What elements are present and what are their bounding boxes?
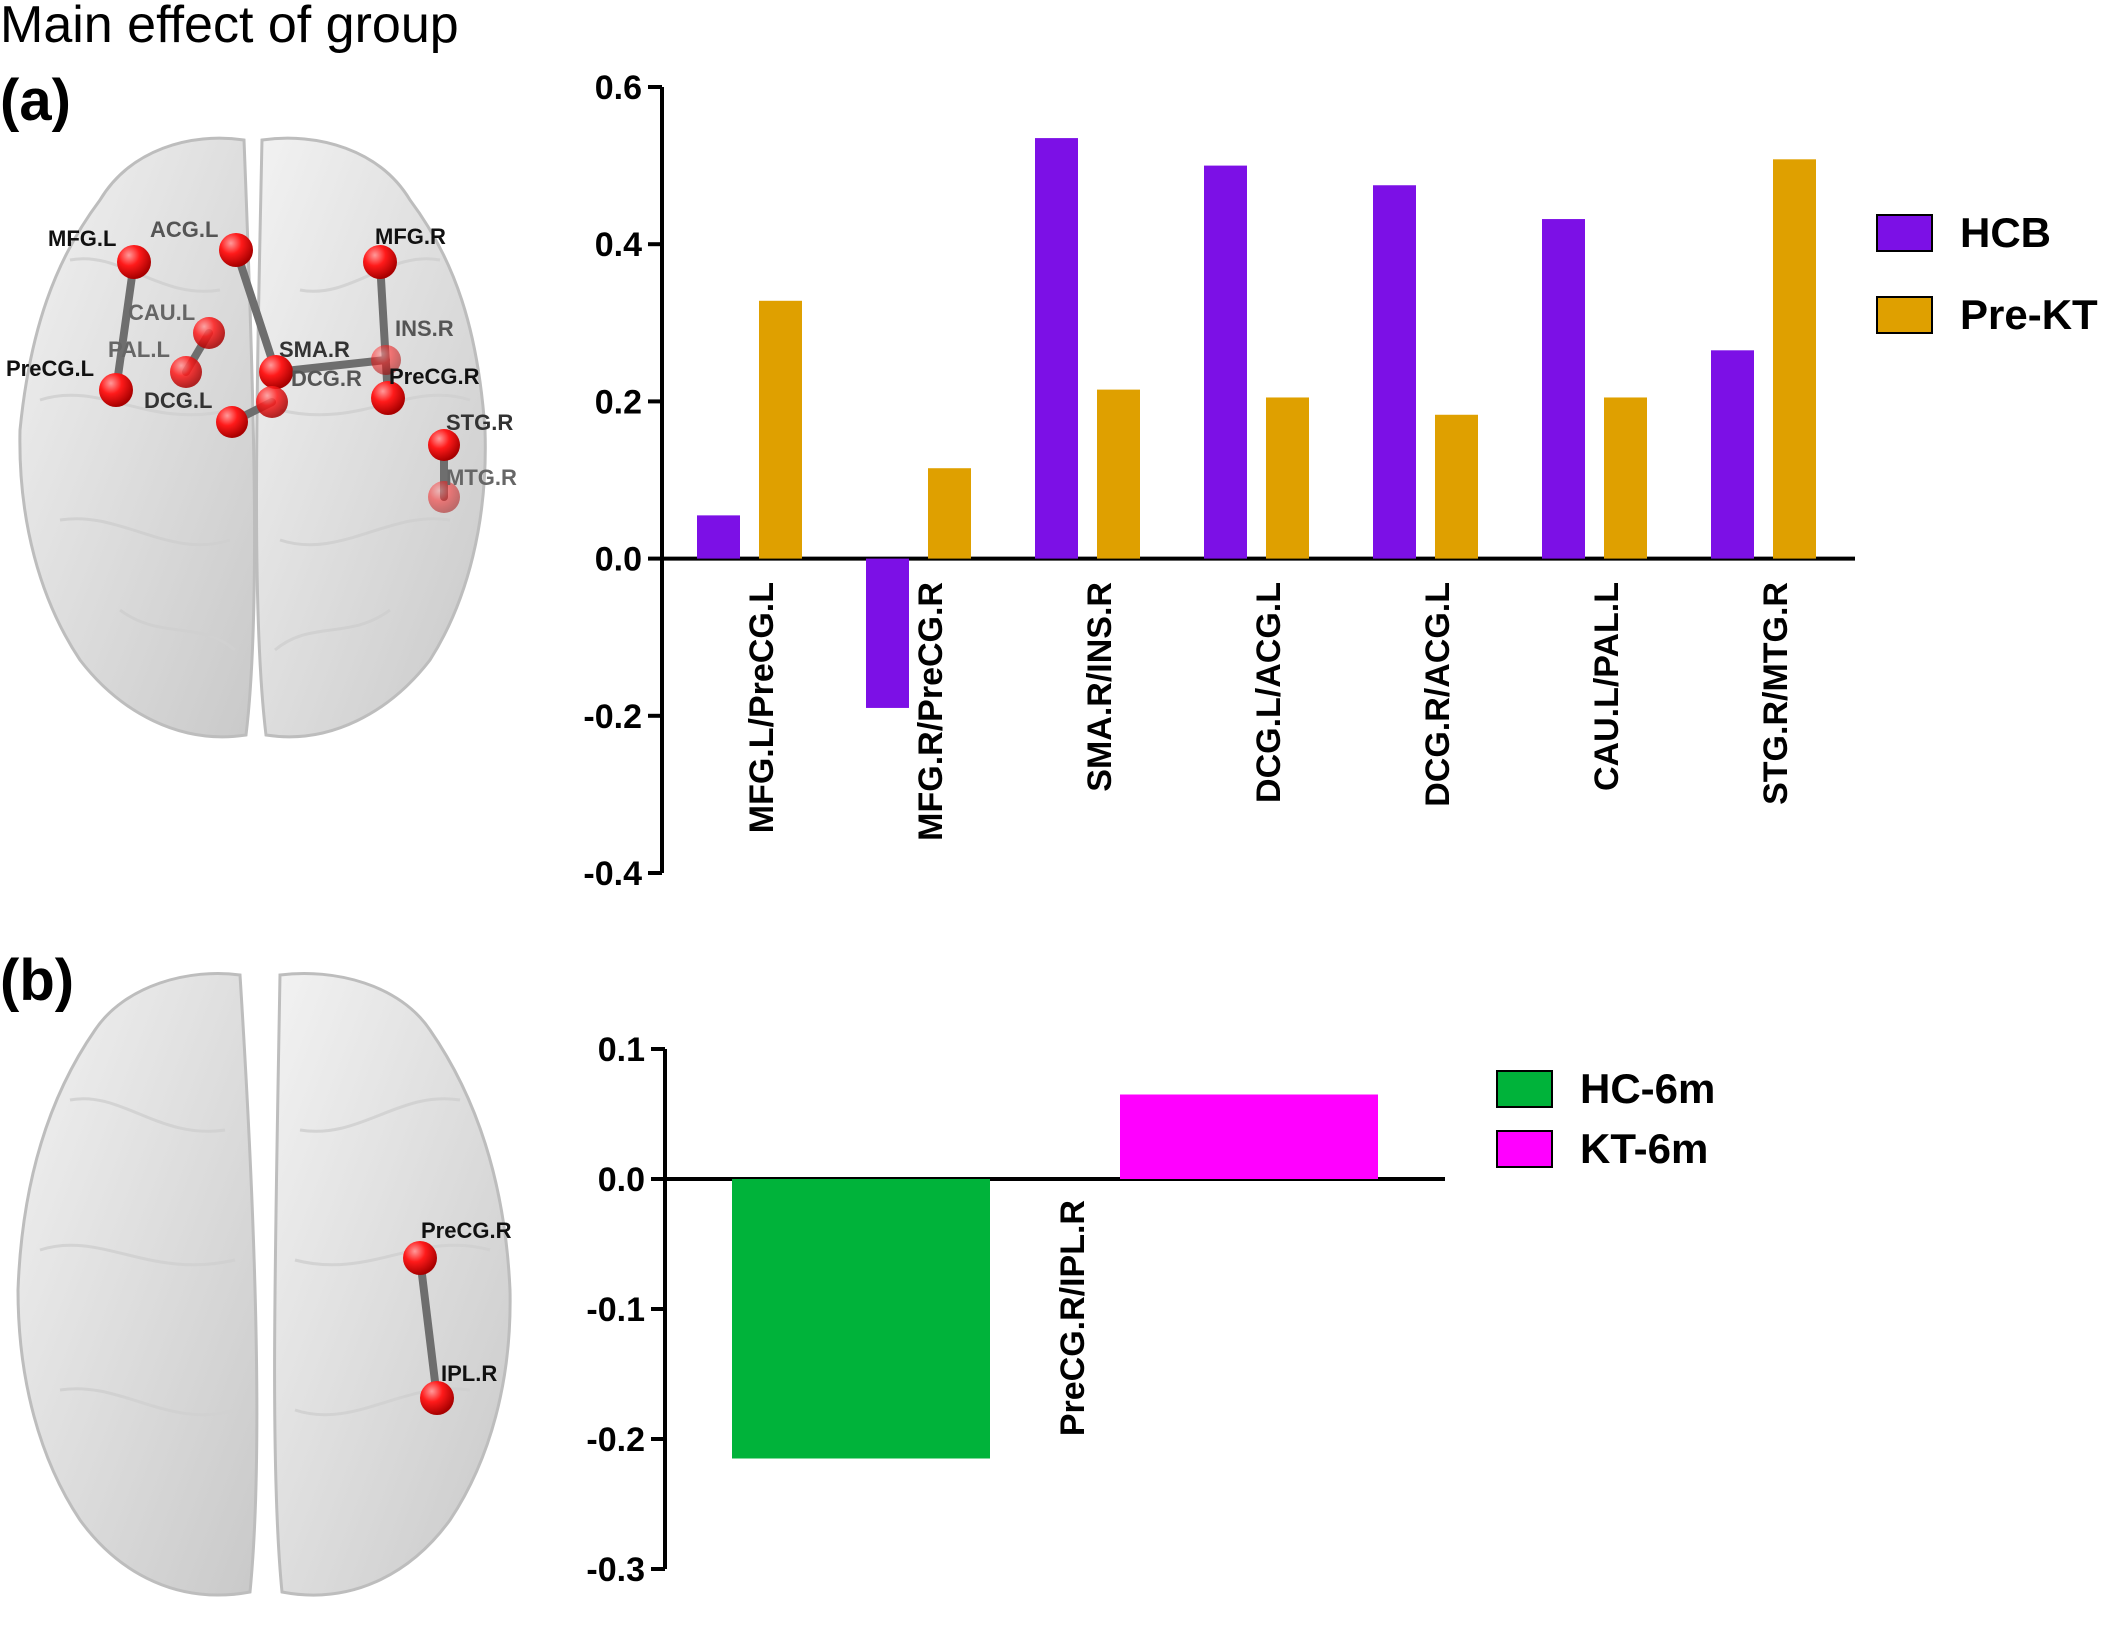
node-acg-l (219, 233, 253, 267)
y-tick-label: 0.4 (595, 226, 642, 264)
y-tick-label: -0.4 (583, 855, 642, 893)
bar-hcb-stg-r-mtg-r (1711, 350, 1754, 559)
label-precg-r: PreCG.R (389, 364, 480, 389)
y-tick-label: -0.2 (583, 698, 642, 736)
legend-swatch-hcb (1876, 214, 1933, 252)
bar-hc-6m-precg-r-ipl-r (732, 1179, 990, 1459)
bar-pre-kt-mfg-l-precg-l (759, 300, 802, 559)
label-mtg-r: MTG.R (446, 465, 517, 490)
y-tick-label: 0.1 (598, 1031, 645, 1069)
node-mtg-r (428, 481, 460, 513)
node-b-ipl-r (420, 1381, 454, 1415)
y-tick-label: 0.0 (595, 541, 642, 579)
label-dcg-r: DCG.R (291, 366, 362, 391)
bar-hcb-dcg-r-acg-l (1373, 185, 1416, 559)
y-tick-label: -0.3 (586, 1551, 645, 1589)
node-stg-r (428, 429, 460, 461)
node-dcg-r (256, 386, 288, 418)
x-tick-label: DCG.L/ACG.L (1250, 582, 1288, 803)
label-cau-l: CAU.L (128, 300, 195, 325)
node-pal-l (170, 356, 202, 388)
x-tick-label: STG.R/MTG.R (1757, 582, 1795, 805)
brain-a-nodes (99, 233, 460, 513)
legend-label-pre-kt: Pre-KT (1960, 291, 2098, 338)
panel-a-label: (a) (0, 68, 71, 133)
y-tick-label: -0.1 (586, 1291, 645, 1329)
bar-pre-kt-cau-l-pal-l (1604, 397, 1647, 559)
brain-b-edge (416, 1254, 441, 1402)
bar-hcb-dcg-l-acg-l (1204, 165, 1247, 559)
bar-kt-6m-precg-r-ipl-r (1120, 1094, 1378, 1179)
node-sma-r (259, 355, 293, 389)
node-dcg-l (216, 406, 248, 438)
node-precg-r (371, 381, 405, 415)
node-cau-l (193, 317, 225, 349)
brain-a-left-hemisphere (18, 136, 257, 739)
legend-swatch-kt-6m (1496, 1130, 1553, 1168)
bar-hcb-mfg-l-precg-l (697, 515, 740, 559)
node-mfg-l (117, 245, 151, 279)
node-precg-l (99, 373, 133, 407)
bar-pre-kt-stg-r-mtg-r (1773, 159, 1816, 559)
label-b-precg-r: PreCG.R (421, 1218, 512, 1243)
bar-hcb-sma-r-ins-r (1035, 138, 1078, 559)
y-tick-label: 0.0 (598, 1161, 645, 1199)
brain-a-right-hemisphere (255, 136, 487, 739)
panel-b-label: (b) (0, 948, 74, 1013)
node-b-precg-r (403, 1241, 437, 1275)
label-acg-l: ACG.L (150, 217, 218, 242)
label-b-ipl-r: IPL.R (441, 1361, 497, 1386)
node-mfg-r (363, 245, 397, 279)
chart-b: -0.3 -0.2 -0.1 0.0 0.1 PreCG.R/IPL.R HC-6m KT-6… (586, 1031, 1715, 1589)
legend-swatch-hc-6m (1496, 1070, 1553, 1108)
x-tick-label: SMA.R/INS.R (1081, 582, 1119, 792)
bar-pre-kt-dcg-l-acg-l (1266, 397, 1309, 559)
bar-pre-kt-mfg-r-precg-r (928, 468, 971, 559)
label-precg-l: PreCG.L (6, 356, 94, 381)
brain-b-right-hemisphere (273, 971, 512, 1597)
label-stg-r: STG.R (446, 410, 513, 435)
x-tick-label: MFG.L/PreCG.L (743, 582, 781, 833)
label-dcg-l: DCG.L (144, 388, 212, 413)
label-ins-r: INS.R (395, 316, 454, 341)
bar-pre-kt-dcg-r-acg-l (1435, 414, 1478, 559)
y-tick-label: 0.2 (595, 383, 642, 421)
brain-b-left-hemisphere (16, 971, 259, 1597)
label-mfg-l: MFG.L (48, 226, 116, 251)
x-tick-label: DCG.R/ACG.L (1419, 582, 1457, 807)
bar-hcb-mfg-r-precg-r (866, 558, 909, 708)
label-sma-r: SMA.R (279, 337, 350, 362)
brain-b (16, 971, 512, 1597)
y-tick-label: -0.2 (586, 1421, 645, 1459)
label-pal-l: PAL.L (108, 337, 170, 362)
label-mfg-r: MFG.R (375, 224, 446, 249)
x-tick-label: MFG.R/PreCG.R (912, 582, 950, 841)
bar-pre-kt-sma-r-ins-r (1097, 389, 1140, 559)
figure-title: Main effect of group (0, 0, 459, 54)
brain-a (18, 136, 487, 739)
legend-label-kt-6m: KT-6m (1580, 1125, 1708, 1172)
y-tick-label: 0.6 (595, 69, 642, 107)
bar-hcb-cau-l-pal-l (1542, 219, 1585, 559)
x-tick-label: CAU.L/PAL.L (1588, 582, 1626, 791)
x-tick-label: PreCG.R/IPL.R (1054, 1200, 1092, 1436)
legend-label-hcb: HCB (1960, 209, 2051, 256)
brain-a-labels: MFG.L ACG.L MFG.R CAU.L PAL.L PreCG.L SM… (6, 217, 517, 490)
legend-swatch-pre-kt (1876, 296, 1933, 334)
chart-a: -0.4 -0.2 0.0 0.2 0.4 0.6 MFG.L/PreCG.L MFG.R/P… (583, 69, 2098, 893)
node-ins-r (371, 345, 401, 375)
legend-label-hc-6m: HC-6m (1580, 1065, 1715, 1112)
